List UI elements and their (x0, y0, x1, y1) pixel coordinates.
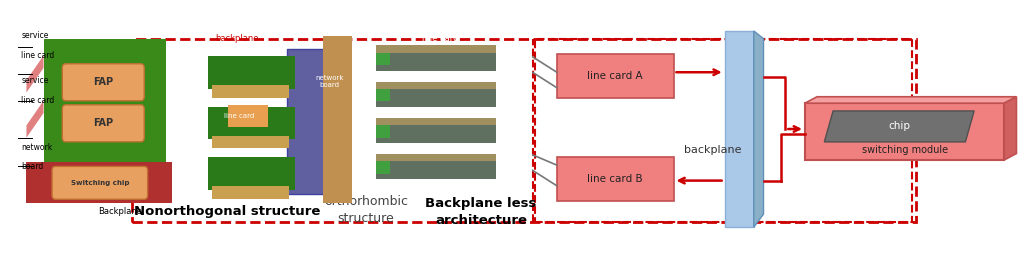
Polygon shape (1005, 97, 1017, 160)
FancyBboxPatch shape (212, 85, 289, 98)
FancyBboxPatch shape (208, 107, 295, 139)
Polygon shape (805, 97, 1017, 103)
FancyBboxPatch shape (287, 49, 342, 194)
FancyBboxPatch shape (377, 118, 497, 125)
FancyBboxPatch shape (377, 154, 497, 179)
Text: backplane: backplane (684, 145, 741, 155)
Polygon shape (754, 31, 764, 227)
FancyBboxPatch shape (377, 161, 390, 174)
Text: line card A: line card A (588, 71, 643, 81)
FancyBboxPatch shape (228, 105, 268, 127)
Text: FAP: FAP (93, 118, 114, 128)
FancyBboxPatch shape (377, 125, 390, 138)
FancyBboxPatch shape (557, 157, 674, 201)
FancyBboxPatch shape (377, 82, 497, 89)
FancyBboxPatch shape (377, 45, 497, 53)
Text: switching module: switching module (861, 145, 947, 155)
FancyBboxPatch shape (377, 89, 390, 101)
Text: FAP: FAP (93, 77, 114, 87)
FancyBboxPatch shape (212, 136, 289, 148)
Text: orthorhombic
structure: orthorhombic structure (324, 195, 409, 225)
FancyBboxPatch shape (208, 56, 295, 89)
Text: Backplane: Backplane (98, 207, 142, 216)
Text: Switching chip: Switching chip (71, 180, 129, 186)
FancyBboxPatch shape (324, 36, 352, 203)
Text: Backplane less
architecture: Backplane less architecture (425, 197, 537, 227)
Text: backplane: backplane (215, 34, 259, 43)
FancyBboxPatch shape (377, 53, 390, 65)
Text: network: network (22, 143, 52, 152)
FancyBboxPatch shape (52, 166, 147, 199)
Text: service: service (22, 76, 49, 85)
FancyBboxPatch shape (557, 54, 674, 98)
Text: line card: line card (422, 34, 459, 43)
FancyBboxPatch shape (377, 45, 497, 71)
FancyBboxPatch shape (212, 186, 289, 199)
Text: board: board (22, 162, 44, 171)
Text: line card: line card (22, 51, 54, 60)
Text: service: service (22, 30, 49, 39)
FancyBboxPatch shape (377, 154, 497, 161)
FancyBboxPatch shape (43, 39, 166, 173)
FancyBboxPatch shape (27, 162, 171, 203)
Text: Nonorthogonal structure: Nonorthogonal structure (134, 205, 321, 218)
FancyBboxPatch shape (208, 157, 295, 190)
FancyBboxPatch shape (805, 103, 1005, 160)
Text: network
board: network board (315, 75, 344, 88)
Polygon shape (824, 111, 974, 142)
Text: line card: line card (224, 113, 255, 119)
Polygon shape (725, 31, 754, 227)
Text: line card: line card (22, 96, 54, 105)
FancyBboxPatch shape (62, 64, 144, 101)
FancyBboxPatch shape (377, 82, 497, 107)
FancyBboxPatch shape (377, 118, 497, 143)
Polygon shape (27, 55, 43, 93)
Text: chip: chip (888, 122, 910, 131)
FancyBboxPatch shape (62, 105, 144, 142)
Text: line card B: line card B (588, 174, 643, 184)
Polygon shape (27, 101, 43, 138)
